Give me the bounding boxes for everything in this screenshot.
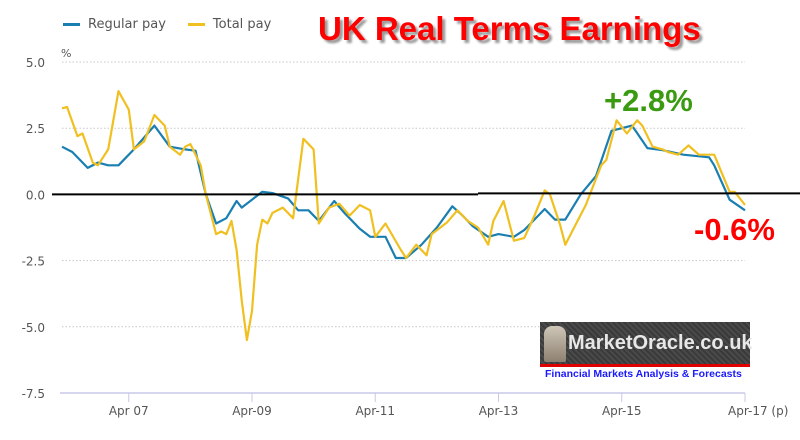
legend-swatch-total — [187, 23, 205, 26]
latest-annotation: -0.6% — [694, 212, 775, 247]
legend-label: Total pay — [212, 17, 272, 32]
marketoracle-logo: MarketOracle.co.uk — [540, 322, 753, 367]
legend: Regular pay Total pay — [63, 17, 293, 32]
x-tick-label: Apr-13 — [479, 404, 519, 418]
legend-item-total-pay[interactable]: Total pay — [187, 17, 272, 32]
y-tick-label: -5.0 — [22, 321, 45, 335]
y-tick-label: 5.0 — [26, 56, 45, 70]
statue-icon — [544, 326, 566, 362]
y-axis-unit: % — [61, 47, 71, 60]
x-tick-label: Apr-11 — [355, 404, 395, 418]
x-tick-label: Apr-15 — [602, 404, 642, 418]
legend-label: Regular pay — [88, 17, 166, 32]
x-tick-label: Apr 07 — [109, 404, 149, 418]
chart-title: UK Real Terms Earnings — [318, 10, 701, 47]
logo-text: MarketOracle.co.uk — [568, 332, 753, 354]
logo-tagline: Financial Markets Analysis & Forecasts — [545, 368, 742, 380]
x-tick-label: Apr-09 — [232, 404, 272, 418]
peak-annotation: +2.8% — [604, 83, 693, 118]
x-tick-label: Apr-17 (p) — [728, 404, 788, 418]
series-regular-pay — [61, 124, 746, 260]
y-tick-label: 0.0 — [26, 188, 45, 202]
y-tick-label: -7.5 — [22, 387, 45, 401]
legend-swatch-regular — [63, 23, 80, 26]
y-tick-label: 2.5 — [26, 122, 45, 136]
y-tick-label: -2.5 — [22, 255, 45, 269]
series-total-pay — [61, 89, 746, 342]
legend-item-regular-pay[interactable]: Regular pay — [63, 17, 166, 32]
